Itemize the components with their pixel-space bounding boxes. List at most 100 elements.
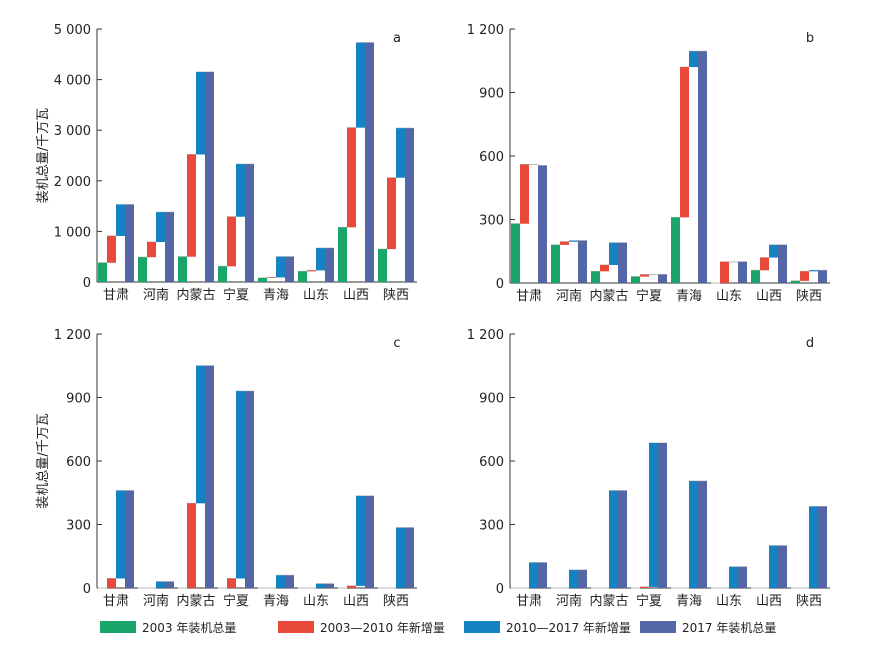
legend-item-2003-2010: 2003—2010 年新增量 [278, 618, 445, 636]
panel-a-bar-2003 [338, 227, 347, 282]
panel-b-bar-2003 [751, 270, 760, 283]
panel-c-bar-2010-2017 [396, 527, 405, 588]
panel-b-bar-2010-2017 [689, 51, 698, 68]
panel-b-bar-2017 [778, 244, 787, 283]
panel-b-bar-2003-2010 [720, 261, 729, 283]
legend-swatch-2003 [100, 621, 136, 633]
panel-a-bar-2003-2010 [387, 177, 396, 250]
panel-a-x-tick-label: 甘肃 [103, 288, 129, 303]
panel-a-y-tick-label: 5 000 [54, 23, 91, 38]
panel-b-x-tick-label: 甘肃 [516, 289, 542, 304]
panel-b-x-tick-label: 内蒙古 [589, 288, 628, 304]
panel-c-x-tick-label: 甘肃 [103, 594, 129, 609]
panel-b-x-tick-label: 青海 [676, 289, 702, 304]
panel-b-x-tick-label: 陕西 [796, 289, 822, 304]
panel-a-x-tick-label: 山东 [303, 288, 329, 303]
panel-c-bar-2010-2017 [276, 575, 285, 588]
panel-a-x-tick-label: 河南 [143, 287, 169, 303]
panel-a-bar-2017 [285, 256, 294, 282]
panel-b-letter: b [806, 31, 814, 46]
panel-b-bar-2010-2017 [569, 240, 578, 242]
panel-d-bar-2017 [618, 490, 627, 588]
panel-a-bar-2017 [365, 42, 374, 282]
panel-d-x-tick-label: 山东 [716, 594, 742, 609]
panel-d-bar-2010-2017 [569, 570, 578, 588]
panel-c-x-tick-label: 河南 [143, 593, 169, 609]
panel-c-bar-2003-2010 [227, 578, 236, 588]
panel-a-bar-2003-2010 [147, 242, 156, 258]
panel-b-y-tick-label: 300 [479, 214, 504, 229]
panel-a-bar-2003 [258, 277, 267, 282]
panel-a-bar-2010-2017 [316, 248, 325, 271]
panel-b-y-tick-label: 1 200 [467, 23, 504, 38]
panel-c-bar-2017 [165, 581, 174, 588]
panel-b-bar-2003-2010 [640, 274, 649, 277]
panel-a-bar-2010-2017 [156, 212, 165, 243]
panel-c-bar-2010-2017 [316, 583, 325, 588]
panel-c-x-tick-label: 山东 [303, 594, 329, 609]
panel-d-bar-2017 [578, 570, 587, 588]
panel-a-bar-2010-2017 [236, 164, 245, 217]
panel-a-bar-2003 [298, 271, 307, 282]
panel-d-bar-2017 [818, 506, 827, 588]
panel-d-x-tick-label: 陕西 [796, 594, 822, 609]
panel-a-bar-2003 [218, 266, 227, 282]
panel-c-y-tick-label: 300 [66, 519, 91, 534]
panel-d-x-tick-label: 河南 [556, 593, 582, 609]
panel-d-y-tick-label: 900 [479, 392, 504, 407]
panel-c-y-tick-label: 900 [66, 392, 91, 407]
panel-b-bar-2003-2010 [520, 164, 529, 224]
panel-d-letter: d [806, 336, 814, 351]
panel-d-y-tick-label: 600 [479, 455, 504, 470]
panel-d-x-tick-label: 内蒙古 [589, 593, 628, 609]
panel-c-bar-2017 [205, 365, 214, 588]
panel-b-x-tick-label: 宁夏 [636, 288, 662, 304]
panel-a-y-tick-label: 3 000 [54, 124, 91, 139]
panel-a-bar-2017 [165, 212, 174, 282]
panel-a-bar-2010-2017 [276, 256, 285, 278]
panel-b-x-tick-label: 河南 [556, 288, 582, 304]
panel-d-bar-2017 [538, 562, 547, 588]
panel-a-x-tick-label: 宁夏 [223, 287, 249, 303]
legend: 2003 年装机总量 2003—2010 年新增量 2010—2017 年新增量… [0, 614, 885, 640]
panel-c-bar-2010-2017 [196, 365, 205, 504]
panel-b-bar-2003 [591, 271, 600, 283]
legend-item-2003: 2003 年装机总量 [100, 618, 236, 636]
panel-c-bar-2003-2010 [187, 503, 196, 588]
panel-c-bar-2017 [405, 527, 414, 588]
panel-b-x-tick-label: 山西 [756, 289, 782, 304]
panel-b-bar-2010-2017 [769, 244, 778, 258]
panel-d-bar-2010-2017 [809, 506, 818, 588]
panel-d-y-tick-label: 1 200 [467, 328, 504, 343]
panel-b-bar-2017 [658, 274, 667, 283]
panel-a-bar-2010-2017 [196, 72, 205, 155]
panel-c-letter: c [393, 336, 400, 351]
legend-swatch-2003-2010 [278, 621, 314, 633]
panel-b-bar-2003 [511, 223, 520, 283]
panel-b-bar-2010-2017 [609, 242, 618, 266]
legend-label-2017: 2017 年装机总量 [682, 620, 777, 635]
panel-b-bar-2003-2010 [560, 241, 569, 245]
panel-d-bar-2010-2017 [689, 481, 698, 588]
panel-c-x-tick-label: 内蒙古 [176, 593, 215, 609]
panel-a-bar-2003 [378, 249, 387, 282]
panel-a-bar-2003-2010 [227, 216, 236, 267]
panel-c-bar-2017 [285, 575, 294, 588]
panel-a-bar-2003 [138, 257, 147, 282]
panel-b-bar-2003-2010 [800, 271, 809, 281]
panel-a-y-label: 装机总量/千万瓦 [36, 108, 51, 203]
panel-b-bar-2003-2010 [760, 257, 769, 271]
panel-a-bar-2010-2017 [116, 204, 125, 236]
panel-a-bar-2003-2010 [187, 154, 196, 257]
panel-a-x-tick-label: 内蒙古 [176, 287, 215, 303]
panel-b-bar-2010-2017 [809, 270, 818, 272]
panel-c-bar-2017 [365, 495, 374, 588]
panel-b-bar-2017 [538, 165, 547, 283]
panel-b-y-tick-label: 600 [479, 150, 504, 165]
panel-c-bar-2010-2017 [236, 391, 245, 579]
panel-c-x-tick-label: 山西 [343, 594, 369, 609]
panel-a-bar-2003-2010 [267, 277, 276, 278]
panel-a-bar-2010-2017 [396, 128, 405, 178]
panel-a-bar-2010-2017 [356, 42, 365, 128]
panel-a-bar-2003 [98, 262, 107, 282]
